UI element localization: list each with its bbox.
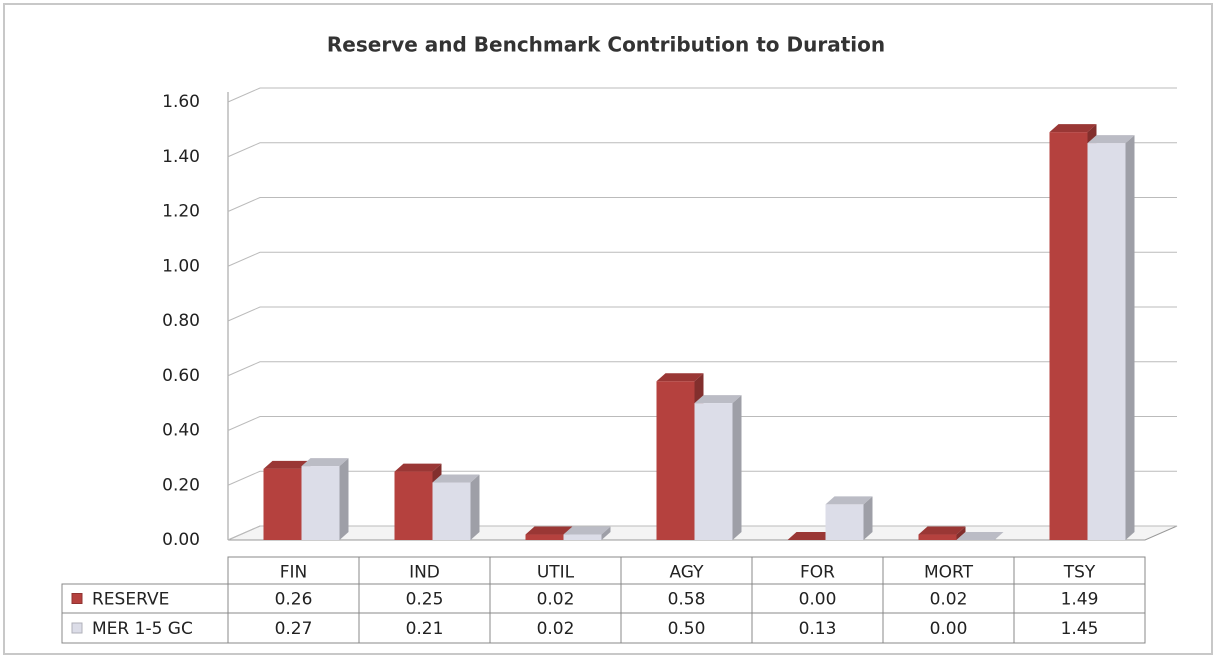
bar-top bbox=[1049, 124, 1097, 133]
x-tick-label: IND bbox=[409, 563, 440, 583]
y-tick-label: 0.40 bbox=[162, 421, 200, 441]
y-tick-label: 0.00 bbox=[162, 530, 200, 550]
bar-side bbox=[339, 458, 349, 540]
y-tick-label: 1.40 bbox=[162, 147, 200, 167]
bar-side bbox=[956, 526, 966, 540]
bar-side bbox=[863, 496, 873, 540]
bar-top bbox=[956, 532, 1004, 540]
bar bbox=[432, 482, 471, 540]
grid-line bbox=[227, 361, 1177, 377]
bar bbox=[563, 534, 602, 540]
x-tick-label: TSY bbox=[1063, 563, 1096, 583]
table-value: 1.49 bbox=[1061, 590, 1099, 610]
chart-title: Reserve and Benchmark Contribution to Du… bbox=[327, 33, 885, 57]
x-tick-label: FOR bbox=[800, 563, 835, 583]
bar-top bbox=[432, 474, 480, 483]
grid-line bbox=[227, 416, 1177, 431]
bar-top bbox=[525, 526, 573, 535]
bar bbox=[301, 466, 340, 540]
x-tick-label: FIN bbox=[280, 563, 308, 583]
x-tick-label: AGY bbox=[669, 563, 704, 583]
bar bbox=[825, 504, 864, 540]
bar-top bbox=[1087, 135, 1135, 144]
bar-top bbox=[787, 532, 835, 540]
grid-line bbox=[227, 87, 1177, 103]
grid-line bbox=[227, 306, 1177, 322]
x-tick-label: MORT bbox=[924, 563, 974, 583]
bar bbox=[263, 468, 302, 540]
legend-label: RESERVE bbox=[92, 590, 169, 610]
y-tick-label: 0.60 bbox=[162, 366, 200, 386]
y-tick-label: 0.20 bbox=[162, 475, 200, 495]
bar-side bbox=[470, 474, 480, 540]
y-tick-label: 1.20 bbox=[162, 202, 200, 222]
legend-label: MER 1-5 GC bbox=[92, 619, 193, 639]
x-tick-label: UTIL bbox=[537, 563, 575, 583]
grid-line bbox=[227, 251, 1177, 267]
table-value: 0.00 bbox=[799, 590, 837, 610]
table-value: 0.00 bbox=[930, 619, 968, 639]
y-tick-label: 0.80 bbox=[162, 311, 200, 331]
bar-top bbox=[394, 463, 442, 472]
bar-top bbox=[825, 496, 873, 505]
bar-top bbox=[301, 458, 349, 467]
bar bbox=[656, 381, 695, 540]
bar-top bbox=[656, 373, 704, 382]
bar bbox=[1049, 132, 1088, 541]
bar-top bbox=[918, 526, 966, 535]
bar-top bbox=[263, 460, 311, 469]
grid-line bbox=[227, 470, 1177, 486]
table-value: 0.02 bbox=[930, 590, 968, 610]
chart-frame bbox=[3, 3, 1213, 655]
bar-top bbox=[563, 526, 611, 535]
legend-swatch bbox=[71, 622, 83, 634]
bar-top bbox=[694, 395, 742, 404]
bar bbox=[694, 403, 733, 540]
table-value: 0.25 bbox=[406, 590, 444, 610]
bar-side bbox=[601, 526, 611, 540]
bar bbox=[394, 471, 433, 540]
table-value: 0.02 bbox=[537, 619, 575, 639]
y-tick-label: 1.00 bbox=[162, 256, 200, 276]
grid-line bbox=[227, 142, 1177, 158]
y-tick-label: 1.60 bbox=[162, 92, 200, 112]
table-value: 0.26 bbox=[275, 590, 313, 610]
table-value: 1.45 bbox=[1061, 619, 1099, 639]
bar-side bbox=[732, 395, 742, 540]
table-value: 0.27 bbox=[275, 619, 313, 639]
grid-line bbox=[227, 197, 1177, 212]
bar bbox=[918, 534, 957, 540]
table-value: 0.13 bbox=[799, 619, 837, 639]
table-value: 0.50 bbox=[668, 619, 706, 639]
bar bbox=[1087, 143, 1126, 540]
table-value: 0.02 bbox=[537, 590, 575, 610]
legend-swatch bbox=[71, 593, 83, 604]
bar-side bbox=[1125, 135, 1135, 540]
table-value: 0.58 bbox=[668, 590, 706, 610]
bar bbox=[525, 534, 564, 540]
table-value: 0.21 bbox=[406, 619, 444, 639]
